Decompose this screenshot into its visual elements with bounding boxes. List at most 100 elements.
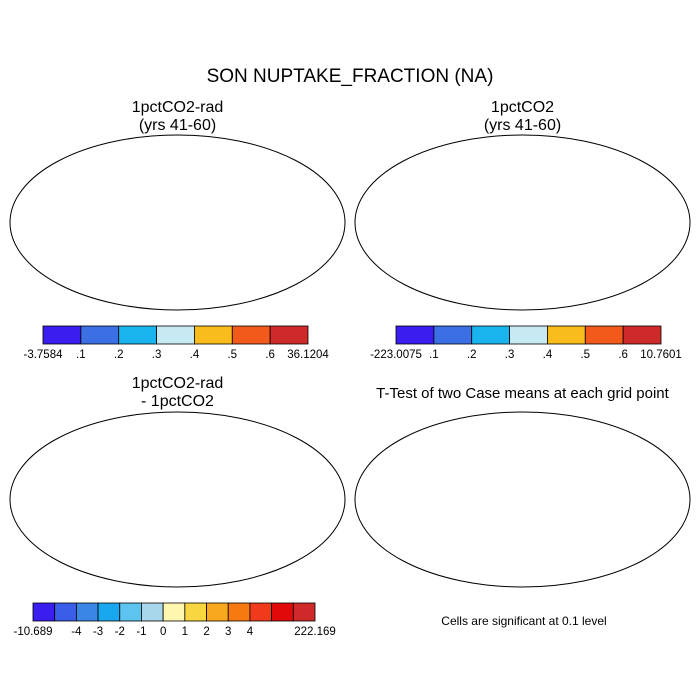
continent-south-america (94, 507, 134, 577)
continent-north-america (50, 430, 124, 507)
continent-asia (198, 433, 315, 510)
colorbar-swatch (395, 325, 435, 345)
continent-antarctica (77, 573, 278, 584)
colorbar-swatch (75, 602, 99, 622)
colorbar-swatch (162, 602, 186, 622)
colorbar-label: -2 (115, 626, 125, 638)
continent-europe (164, 163, 201, 195)
colorbar-bottom-left: -10.689 -4 -3 -2 -1 0 1 2 3 4 222.169 (13, 602, 336, 638)
colorbar-swatch (584, 325, 624, 345)
continent-antarctica (422, 296, 623, 307)
map-frame (354, 134, 691, 311)
colorbar-label: 36.1204 (287, 349, 329, 361)
continent-europe (509, 163, 546, 195)
colorbar-swatch (622, 325, 662, 345)
colorbar-label: 4 (247, 626, 254, 638)
colorbar-swatch (118, 325, 157, 345)
map-bottom-left (50, 423, 315, 584)
colorbar-swatch (184, 602, 207, 622)
continent-africa (502, 479, 559, 560)
colorbar-swatch (80, 325, 120, 345)
colorbar-swatch (547, 325, 586, 345)
map-top-right (395, 146, 660, 307)
continent-europe (164, 440, 201, 472)
colorbar-swatch (231, 325, 271, 345)
figure-title: SON NUPTAKE_FRACTION (NA) (207, 66, 494, 87)
continent-europe (509, 440, 546, 472)
colorbar-swatch (32, 602, 56, 622)
colorbar-swatch (206, 602, 229, 622)
colorbar-label: .2 (114, 349, 124, 361)
colorbar-label: -4 (71, 626, 82, 638)
continent-greenland (476, 146, 503, 167)
panel-title-line: 1pctCO2 (491, 99, 554, 116)
colorbar-swatch (269, 325, 309, 345)
colorbar-swatch (156, 325, 195, 345)
continent-south-america (94, 230, 134, 300)
colorbar-label: .4 (543, 349, 553, 361)
significance-note: Cells are significant at 0.1 level (441, 614, 606, 628)
colorbar-swatch (42, 325, 82, 345)
colorbar-swatch (97, 602, 121, 622)
continent-north-america (50, 153, 124, 230)
colorbar-swatch (119, 602, 142, 622)
colorbar-label: -3.7584 (23, 349, 63, 361)
continent-greenland (476, 423, 503, 444)
colorbar-label: .6 (618, 349, 628, 361)
map-frame (354, 411, 691, 588)
continent-asia (543, 433, 660, 510)
colorbar-swatch (54, 602, 77, 622)
continent-africa (157, 202, 214, 283)
panel-title-line: (yrs 41-60) (139, 117, 216, 134)
continent-australia (616, 247, 656, 286)
colorbar-label: -10.689 (13, 626, 52, 638)
continent-australia (271, 247, 311, 286)
colorbar-label: 0 (160, 626, 166, 638)
colorbar-top-left: -3.7584 .1 .2 .3 .4 .5 .6 36.1204 (23, 325, 329, 361)
continent-asia (198, 156, 315, 233)
panel-bottom-left: 1pctCO2-rad- 1pctCO2 -10.689 -4 -3 -2 -1 0 1 2 3 4… (9, 375, 346, 638)
continent-north-america (395, 430, 469, 507)
panel-top-right: 1pctCO2(yrs 41-60) -223.0075 .1 .2 .3 .4 .5 .6 1… (354, 99, 691, 361)
colorbar-swatch (249, 602, 273, 622)
continent-antarctica (422, 573, 623, 584)
colorbar-swatch (227, 602, 251, 622)
colorbar-swatch (141, 602, 164, 622)
colorbar-swatch (471, 325, 510, 345)
colorbar-label: 3 (225, 626, 231, 638)
continent-north-america (395, 153, 469, 230)
colorbar-label: -223.0075 (370, 349, 422, 361)
colorbar-label: -3 (93, 626, 103, 638)
colorbar-label: .5 (227, 349, 237, 361)
colorbar-label: .6 (265, 349, 275, 361)
map-frame (9, 134, 346, 311)
continent-asia (543, 156, 660, 233)
continent-greenland (131, 423, 158, 444)
panel-title-line: T-Test of two Case means at each grid po… (376, 385, 669, 402)
colorbar-swatch (194, 325, 233, 345)
panel-title-line: 1pctCO2-rad (132, 99, 224, 116)
colorbar-swatch (292, 602, 316, 622)
panel-title-line: - 1pctCO2 (141, 393, 214, 410)
continent-africa (502, 202, 559, 283)
colorbar-label: .1 (429, 349, 439, 361)
continent-antarctica (77, 296, 278, 307)
colorbar-swatch (271, 602, 294, 622)
panel-title-line: 1pctCO2-rad (132, 375, 224, 392)
panel-top-left: 1pctCO2-rad(yrs 41-60) -3.7584 .1 .2 .3 .4 .5.… (9, 99, 346, 361)
colorbar-label: 10.7601 (640, 349, 682, 361)
continent-south-america (439, 230, 479, 300)
colorbar-label: .5 (580, 349, 590, 361)
panels: 1pctCO2-rad(yrs 41-60)-3.7584.1.2.3.4.5.… (9, 99, 691, 638)
panel-bottom-right: T-Test of two Case means at each grid po… (354, 385, 691, 588)
colorbar-top-right: -223.0075 .1 .2 .3 .4 .5 .6 10.7601 (370, 325, 682, 361)
colorbar-swatch (433, 325, 473, 345)
colorbar-label: .2 (467, 349, 477, 361)
map-top-left (50, 146, 315, 307)
continent-greenland (131, 146, 158, 167)
colorbar-label: .4 (190, 349, 200, 361)
colorbar-label: -1 (136, 626, 146, 638)
colorbar-label: .1 (76, 349, 86, 361)
colorbar-label: 222.169 (294, 626, 336, 638)
